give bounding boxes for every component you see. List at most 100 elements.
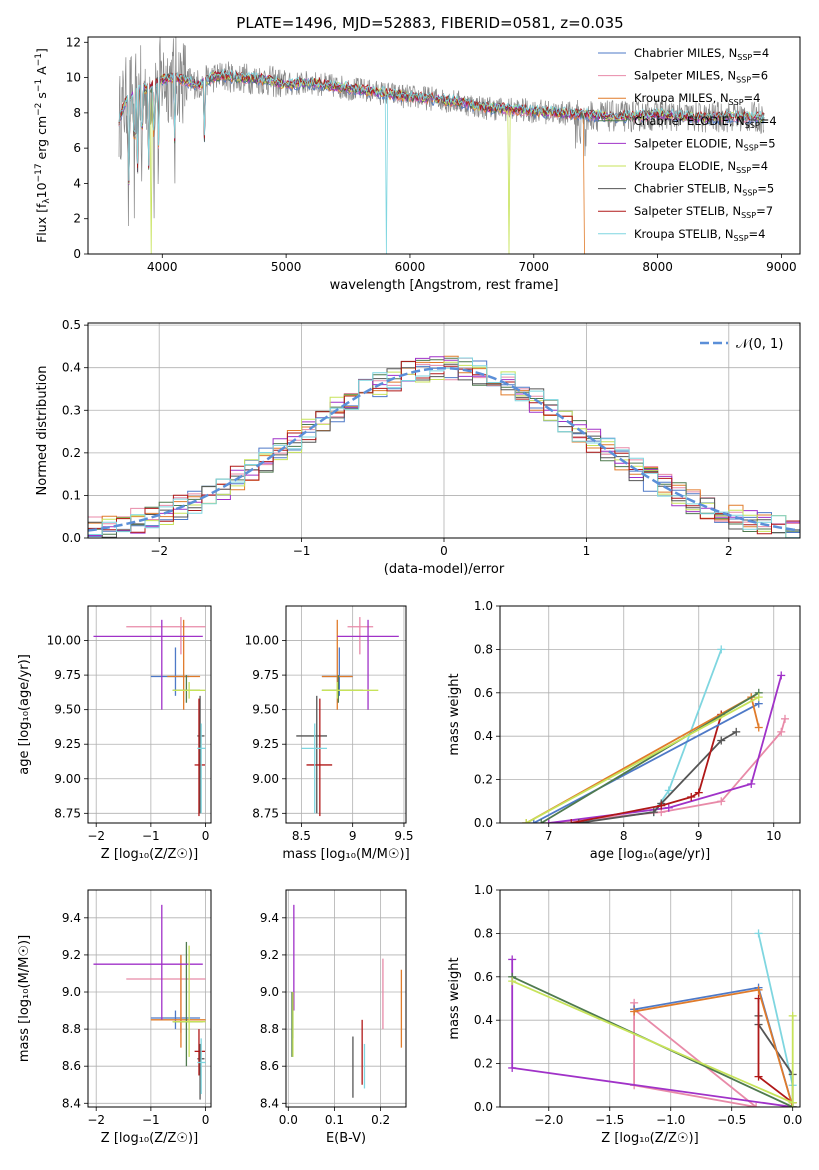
axes-frame <box>87 889 212 1108</box>
errorbar-point <box>301 723 328 814</box>
y-axis-label-part: −17 <box>34 163 44 182</box>
legend-entry: 𝒩(0, 1) <box>736 337 783 352</box>
y-tick-label: 9.75 <box>54 668 81 682</box>
y-tick-label: 9.00 <box>54 772 81 786</box>
mass-weight-marker <box>752 1103 761 1107</box>
panel-residuals: −2 −1 0 1 2 0.0 0.1 0.2 0.3 0.4 0.5 (data-model)/er… <box>35 318 801 577</box>
y-axis-label-part: s <box>34 92 49 103</box>
x-tick-label: 8.5 <box>292 829 311 843</box>
y-tick-label: 9.25 <box>54 737 81 751</box>
panel-spectrum: 4000 5000 6000 7000 8000 9000 0 2 4 6 8 10 12 wavelen… <box>34 35 801 293</box>
errorbar-point <box>172 675 201 703</box>
mass-weight-marker <box>777 671 786 680</box>
spectrum-data-line <box>118 37 765 227</box>
mass-weight-marker <box>747 779 756 788</box>
y-tick-label: 9.2 <box>260 948 279 962</box>
y-axis-label-part: ] <box>34 48 49 53</box>
axes-frame <box>285 889 407 1108</box>
y-tick-label: 8.8 <box>260 1022 279 1036</box>
y-axis-label-part: −2 <box>34 103 44 116</box>
x-tick-label: 0 <box>202 829 210 843</box>
y-axis-label-part: −1 <box>34 79 44 92</box>
mass-weight-marker <box>574 819 583 823</box>
y-tick-label: 0.0 <box>474 816 493 830</box>
y-tick-label: 9.00 <box>252 772 279 786</box>
legend-entry: Kroupa MILES, NSSP=4 <box>634 91 760 107</box>
mass-weight-line <box>633 1002 757 1107</box>
mass-weight-marker <box>717 645 726 654</box>
errorbar-point <box>197 723 206 814</box>
x-tick-label: 8000 <box>642 260 673 274</box>
y-tick-label: 2 <box>73 212 81 226</box>
x-tick-label: 0.2 <box>371 1113 390 1127</box>
y-axis-label: mass weight <box>447 673 462 755</box>
x-tick-label: 9.5 <box>394 829 413 843</box>
mass-weight-marker <box>717 797 726 806</box>
panel-age-vs-Z: −2 −1 0 8.75 9.00 9.25 9.50 9.75 10.00 Z [log₁₀(Z… <box>17 605 212 862</box>
x-tick-label: 6000 <box>395 260 426 274</box>
x-axis-label: Z [log₁₀(Z/Z☉)] <box>101 847 198 862</box>
legend-entry: Salpeter ELODIE, NSSP=5 <box>634 136 776 152</box>
mass-weight-marker <box>529 819 538 823</box>
errorbar-point <box>321 675 363 703</box>
y-tick-label: 10 <box>66 71 81 85</box>
x-axis-label: mass [log₁₀(M/M☉)] <box>282 847 409 862</box>
y-tick-label: 1.0 <box>474 883 493 897</box>
histogram-step <box>88 357 800 538</box>
legend-entry: Kroupa ELODIE, NSSP=4 <box>634 159 768 175</box>
axes-frame <box>285 605 407 824</box>
y-tick-label: 4 <box>73 176 81 190</box>
x-tick-label: −2 <box>87 1113 105 1127</box>
y-tick-label: 0.0 <box>62 531 81 545</box>
mass-weight-marker <box>537 819 546 823</box>
y-tick-label: 0.6 <box>474 970 493 984</box>
x-tick-label: −0.5 <box>717 1113 746 1127</box>
errorbar-point <box>296 695 328 814</box>
mass-weight-marker <box>717 736 726 745</box>
mass-weight-marker <box>754 929 763 938</box>
y-tick-label: 0.2 <box>62 446 81 460</box>
plot-area <box>522 645 789 823</box>
mass-weight-marker <box>508 1063 517 1072</box>
y-tick-label: 8.4 <box>260 1096 279 1110</box>
y-axis-label: age [log₁₀(age/yr)] <box>17 654 32 775</box>
y-axis-label: mass [log₁₀(M/M☉)] <box>17 935 32 1062</box>
x-axis-label: Z [log₁₀(Z/Z☉)] <box>601 1131 698 1146</box>
y-tick-label: 0.6 <box>474 686 493 700</box>
mass-weight-marker <box>777 727 786 736</box>
y-tick-label: 8 <box>73 106 81 120</box>
mass-weight-marker <box>664 803 673 812</box>
plot-area <box>93 617 206 817</box>
x-tick-label: 10 <box>766 829 781 843</box>
errorbar-point <box>306 698 333 817</box>
mass-weight-marker <box>630 1007 639 1016</box>
plot-area <box>118 37 765 254</box>
y-tick-label: 6 <box>73 141 81 155</box>
y-tick-label: 9.75 <box>252 668 279 682</box>
errorbar-point <box>321 682 379 699</box>
panel-weight-vs-Z: −2.0 −1.5 −1.0 −0.5 0.0 0.0 0.2 0.4 0.6 0.8 1.0 Z [… <box>447 883 802 1146</box>
x-axis-label: Z [log₁₀(Z/Z☉)] <box>101 1131 198 1146</box>
mass-weight-marker <box>508 955 517 964</box>
panel-age-vs-mass: 8.5 9 9.5 8.75 9.00 9.25 9.50 9.75 10.00 mass [lo… <box>245 605 413 862</box>
errorbar-point <box>197 1038 206 1095</box>
legend-entry: Chabrier ELODIE, NSSP=4 <box>634 114 777 130</box>
plot-area <box>291 904 403 1098</box>
errorbar-point <box>93 619 203 710</box>
legend-entry: Salpeter MILES, NSSP=6 <box>634 69 768 85</box>
y-tick-label: 0.5 <box>62 318 81 332</box>
y-tick-label: 9.0 <box>260 985 279 999</box>
x-axis-label: wavelength [Angstrom, rest frame] <box>330 278 559 293</box>
errorbar-point <box>150 954 206 1048</box>
x-tick-label: 0.0 <box>279 1113 298 1127</box>
mass-weight-marker <box>754 1072 763 1081</box>
y-tick-label: 8.75 <box>54 806 81 820</box>
y-tick-label: 0.0 <box>474 1100 493 1114</box>
x-tick-label: 9 <box>695 829 703 843</box>
mass-weight-marker <box>788 1011 797 1020</box>
y-tick-label: 0.8 <box>474 926 493 940</box>
axes-frame <box>499 889 801 1108</box>
normal-curve <box>88 366 800 532</box>
x-tick-label: 7000 <box>519 260 550 274</box>
y-tick-label: 1.0 <box>474 599 493 613</box>
